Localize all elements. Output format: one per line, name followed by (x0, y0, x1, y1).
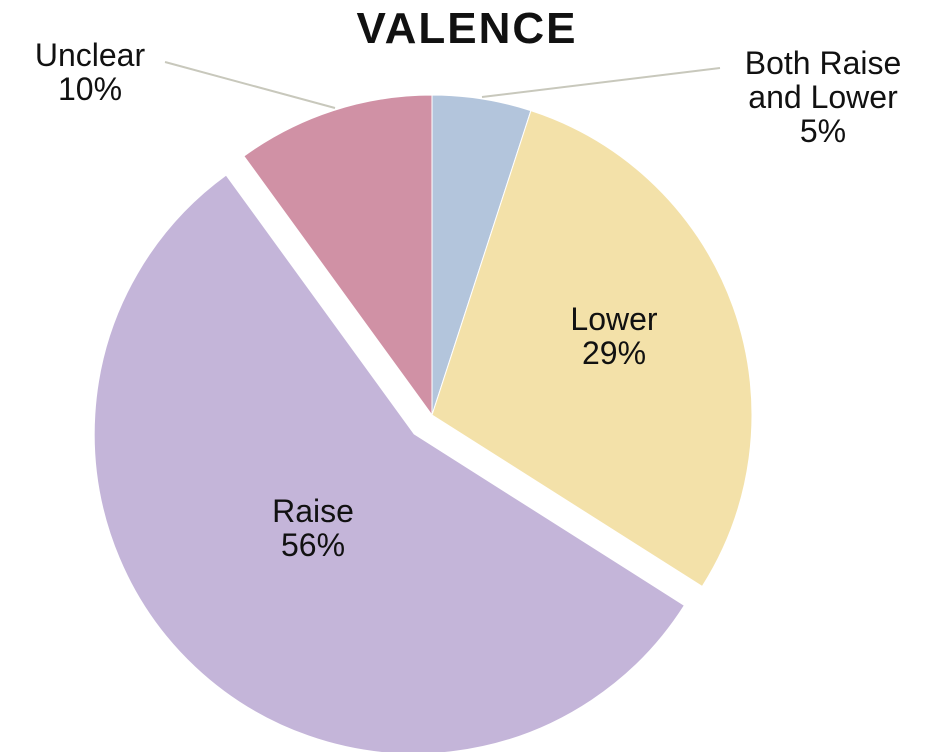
slice-label: Unclear 10% (0, 38, 190, 106)
slice-name: Lower (570, 301, 658, 337)
slice-label: Both Raise and Lower 5% (723, 46, 923, 148)
slice-name: Unclear (34, 37, 146, 73)
slice-name: Raise (272, 493, 354, 529)
slice-value: 56% (280, 527, 346, 563)
slice-value: 10% (57, 71, 123, 107)
pie-slice (93, 174, 686, 752)
slice-label: Lower 29% (514, 302, 714, 370)
chart-title: VALENCE (356, 4, 578, 53)
pie-slice (243, 94, 433, 417)
slice-name: Both Raise and Lower (744, 45, 902, 115)
slice-value: 29% (581, 335, 647, 371)
leader-line (164, 61, 336, 109)
slice-label: Raise 56% (213, 494, 413, 562)
slice-value: 5% (799, 113, 847, 149)
leader-line (481, 67, 721, 98)
pie-slice (431, 110, 753, 588)
